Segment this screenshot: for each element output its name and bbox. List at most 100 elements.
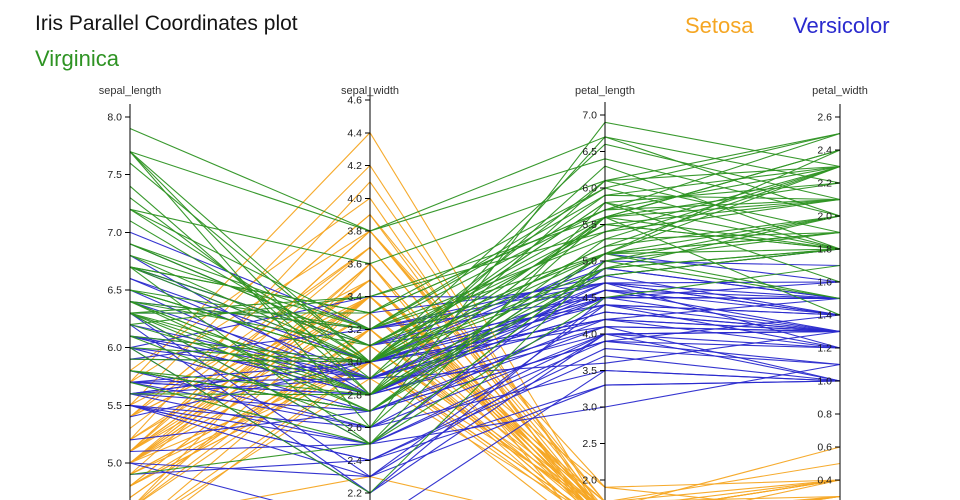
- data-line[interactable]: [129, 282, 841, 379]
- data-line[interactable]: [130, 328, 840, 500]
- data-line[interactable]: [129, 369, 841, 429]
- data-line[interactable]: [129, 216, 841, 429]
- data-line[interactable]: [129, 282, 841, 396]
- data-line[interactable]: [130, 361, 840, 500]
- data-line[interactable]: [129, 132, 841, 314]
- data-line[interactable]: [129, 194, 841, 363]
- tick-label: 1.0: [817, 376, 832, 388]
- tick-label: 1.2: [817, 343, 832, 355]
- data-line[interactable]: [129, 231, 841, 445]
- data-line[interactable]: [130, 476, 841, 500]
- data-line[interactable]: [129, 264, 841, 476]
- data-line[interactable]: [129, 333, 841, 429]
- legend-item-virginica[interactable]: Virginica: [35, 46, 119, 71]
- data-line[interactable]: [129, 165, 841, 347]
- data-line[interactable]: [129, 165, 841, 330]
- data-line[interactable]: [129, 215, 841, 363]
- data-line[interactable]: [129, 136, 841, 232]
- data-line[interactable]: [129, 340, 841, 445]
- data-line[interactable]: [129, 277, 841, 379]
- tick-label: 1.8: [817, 244, 832, 256]
- axis-sepal_length[interactable]: 5.0 5.5 6.0 6.5 7.0 7.5 8.0 sepal_length: [99, 85, 161, 500]
- axis-title[interactable]: petal_length: [575, 85, 635, 97]
- data-line[interactable]: [129, 132, 841, 265]
- data-line[interactable]: [129, 281, 841, 349]
- data-line[interactable]: [129, 215, 841, 330]
- data-line[interactable]: [129, 231, 841, 412]
- tick-label: 4.0: [582, 329, 597, 341]
- axis-sepal_width[interactable]: 2.2 2.4 2.6 2.8 3.0 3.2 3.4 3.6 3.8 4.0 4.2 4.4 4.6s…: [341, 85, 399, 500]
- data-line[interactable]: [129, 295, 840, 500]
- data-line[interactable]: [129, 253, 841, 396]
- axis-title[interactable]: sepal_length: [99, 85, 161, 97]
- data-line[interactable]: [129, 304, 841, 429]
- axis-petal_width[interactable]: 0.4 0.6 0.8 1.0 1.2 1.4 1.6 1.8 2.0 2.2 2.4 2.6 peta…: [812, 85, 868, 500]
- data-line[interactable]: [129, 216, 841, 379]
- tick-label: 2.4: [817, 145, 832, 157]
- tick-label: 4.5: [582, 292, 597, 304]
- tick-label: 7.5: [107, 169, 122, 181]
- data-line[interactable]: [129, 248, 841, 363]
- data-line[interactable]: [130, 377, 840, 500]
- data-line[interactable]: [129, 246, 840, 500]
- data-line[interactable]: [129, 187, 841, 330]
- data-line[interactable]: [129, 201, 841, 363]
- data-line[interactable]: [129, 326, 841, 396]
- data-line[interactable]: [130, 361, 840, 500]
- legend-item-versicolor[interactable]: Versicolor: [793, 13, 890, 38]
- tick-label: 5.5: [107, 400, 122, 412]
- legend-item-setosa[interactable]: Setosa: [685, 13, 754, 38]
- data-line[interactable]: [129, 361, 840, 500]
- axis-title[interactable]: sepal_width: [341, 85, 399, 97]
- tick-label: 3.0: [347, 357, 362, 369]
- tick-label: 0.6: [817, 442, 832, 454]
- tick-label: 1.6: [817, 277, 832, 289]
- data-line[interactable]: [129, 318, 841, 383]
- data-line[interactable]: [129, 231, 841, 412]
- data-line[interactable]: [129, 262, 840, 500]
- tick-label: 3.6: [347, 258, 362, 270]
- tick-label: 6.5: [107, 284, 122, 296]
- data-line[interactable]: [129, 198, 841, 314]
- data-line[interactable]: [129, 295, 840, 500]
- axis-title[interactable]: petal_width: [812, 85, 868, 97]
- data-line[interactable]: [129, 296, 841, 418]
- data-line[interactable]: [129, 165, 841, 330]
- tick-label: 3.4: [347, 291, 362, 303]
- data-line[interactable]: [129, 363, 841, 453]
- data-line[interactable]: [129, 132, 841, 314]
- data-line[interactable]: [129, 330, 841, 445]
- tick-label: 8.0: [107, 112, 122, 124]
- tick-label: 0.8: [817, 409, 832, 421]
- axis-petal_length[interactable]: 2.0 2.5 3.0 3.5 4.0 4.5 5.0 5.5 6.0 6.5 7.0 petal_l…: [575, 85, 635, 500]
- data-line[interactable]: [129, 165, 841, 326]
- data-line[interactable]: [129, 165, 841, 330]
- tick-label: 2.0: [817, 211, 832, 223]
- data-line[interactable]: [129, 289, 841, 396]
- tick-label: 4.0: [347, 193, 362, 205]
- data-line[interactable]: [129, 127, 841, 232]
- data-line[interactable]: [129, 151, 841, 363]
- data-line[interactable]: [129, 318, 841, 383]
- tick-label: 6.0: [107, 342, 122, 354]
- data-line[interactable]: [129, 136, 841, 396]
- data-line[interactable]: [129, 165, 841, 380]
- data-line[interactable]: [129, 311, 841, 379]
- tick-label: 0.4: [817, 475, 832, 487]
- data-line[interactable]: [129, 223, 841, 347]
- data-line[interactable]: [129, 260, 841, 494]
- tick-label: 3.5: [582, 365, 597, 377]
- data-line[interactable]: [129, 355, 841, 461]
- data-line[interactable]: [129, 197, 840, 500]
- tick-label: 5.0: [582, 256, 597, 268]
- tick-label: 6.5: [582, 146, 597, 158]
- data-line[interactable]: [129, 248, 841, 363]
- data-line[interactable]: [129, 248, 841, 363]
- data-line[interactable]: [129, 149, 841, 347]
- data-line[interactable]: [129, 182, 841, 396]
- data-line[interactable]: [129, 304, 841, 478]
- data-line[interactable]: [129, 277, 841, 363]
- data-line[interactable]: [129, 328, 840, 500]
- data-line[interactable]: [129, 380, 841, 478]
